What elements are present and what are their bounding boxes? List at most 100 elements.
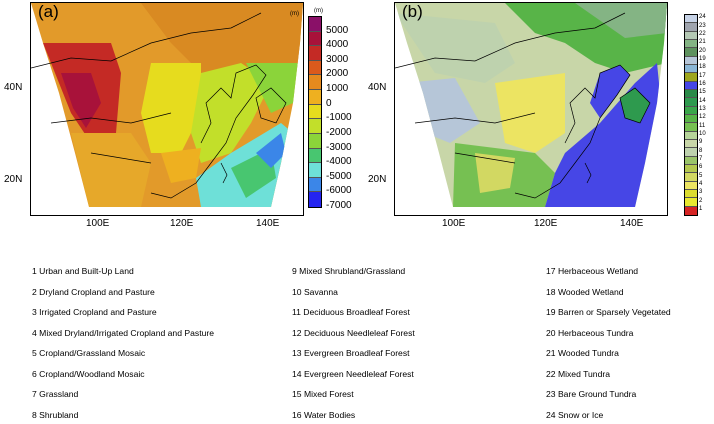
colorbar-segment bbox=[309, 119, 321, 134]
colorbar-tick-label: 17 bbox=[699, 72, 706, 79]
terrain-map-a: (m) bbox=[31, 3, 303, 207]
colorbar-a bbox=[308, 16, 322, 208]
landuse-legend-item: 6 Cropland/Woodland Mosaic bbox=[32, 368, 145, 379]
colorbar-tick-label: 3 bbox=[699, 189, 703, 196]
svg-text:(m): (m) bbox=[290, 11, 299, 17]
panel-label-a: (a) bbox=[38, 2, 59, 21]
colorbar-tick-label: 15 bbox=[699, 89, 706, 96]
landuse-legend-item: 16 Water Bodies bbox=[292, 409, 356, 420]
colorbar-segment bbox=[685, 156, 697, 165]
colorbar-tick-label: -3000 bbox=[326, 141, 352, 153]
y-tick-20n-b: 20N bbox=[368, 174, 387, 185]
colorbar-tick-label: 1 bbox=[699, 205, 703, 212]
colorbar-tick-label: 21 bbox=[699, 39, 706, 46]
landuse-legend-item: 9 Mixed Shrubland/Grassland bbox=[292, 266, 406, 276]
colorbar-tick-label: -7000 bbox=[326, 200, 352, 211]
colorbar-tick-label: 6 bbox=[699, 164, 703, 171]
arid-fill bbox=[395, 13, 515, 83]
colorbar-segment bbox=[685, 81, 697, 90]
colorbar-tick-label: 8 bbox=[699, 147, 703, 154]
colorbar-segment bbox=[685, 165, 697, 174]
colorbar-unit-a: (m) bbox=[314, 8, 323, 14]
colorbar-segment bbox=[685, 73, 697, 82]
landuse-legend-item: 4 Mixed Dryland/Irrigated Cropland and P… bbox=[32, 327, 214, 338]
colorbar-tick-label: 1000 bbox=[326, 83, 349, 95]
landuse-legend-item: 17 Herbaceous Wetland bbox=[546, 266, 639, 276]
colorbar-segment bbox=[309, 133, 321, 149]
colorbar-tick-label: -6000 bbox=[326, 185, 352, 197]
panel-a-terrain-map: (m) (a) 40N 20N 100E 120E 140E (m) 5000 4… bbox=[0, 0, 352, 258]
south-terrain bbox=[71, 133, 151, 207]
landuse-legend-item: 10 Savanna bbox=[292, 286, 338, 297]
colorbar-segment bbox=[309, 75, 321, 91]
landuse-legend-item: 5 Cropland/Grassland Mosaic bbox=[32, 348, 146, 358]
colorbar-tick-label: 24 bbox=[699, 14, 706, 21]
colorbar-segment bbox=[309, 192, 321, 207]
colorbar-segment bbox=[685, 65, 697, 74]
colorbar-tick-label: 16 bbox=[699, 80, 706, 87]
colorbar-segment bbox=[685, 23, 697, 32]
colorbar-segment bbox=[685, 148, 697, 157]
x-tick-100e-b: 100E bbox=[442, 218, 466, 229]
colorbar-tick-label: 3000 bbox=[326, 53, 349, 65]
colorbar-segment bbox=[309, 46, 321, 61]
colorbar-tick-label: 18 bbox=[699, 64, 706, 71]
colorbar-segment bbox=[685, 90, 697, 99]
x-tick-140e-b: 140E bbox=[620, 218, 644, 229]
landuse-legend-item: 23 Bare Ground Tundra bbox=[546, 389, 637, 399]
coastlines-a bbox=[31, 12, 287, 199]
colorbar-tick-label: -2000 bbox=[326, 126, 352, 138]
south-cropland bbox=[475, 153, 515, 193]
colorbar-segment bbox=[685, 31, 697, 40]
landuse-legend-item: 1 Urban and Built-Up Land bbox=[32, 266, 134, 276]
landuse-legend-item: 8 Shrubland bbox=[32, 409, 79, 420]
landuse-legend-item: 22 Mixed Tundra bbox=[546, 368, 611, 379]
colorbar-tick-label: 19 bbox=[699, 55, 706, 62]
colorbar-segment bbox=[309, 90, 321, 105]
yellow-sea-fill bbox=[590, 65, 630, 118]
colorbar-labels-b: 24 23 22 21 20 19 18 17 16 15 14 13 12 11 10 9 8 7 6 5 4 3 2 1 bbox=[699, 14, 714, 214]
colorbar-segment bbox=[685, 131, 697, 140]
colorbar-segment bbox=[309, 104, 321, 120]
colorbar-tick-label: 11 bbox=[699, 122, 706, 129]
colorbar-tick-label: 12 bbox=[699, 114, 706, 121]
colorbar-tick-label: 5 bbox=[699, 172, 703, 179]
colorbar-tick-label: -5000 bbox=[326, 170, 352, 182]
map-frame-a: (m) bbox=[30, 2, 304, 216]
colorbar-segment bbox=[685, 140, 697, 149]
colorbar-segment bbox=[685, 48, 697, 57]
colorbar-labels-a: 5000 4000 3000 2000 1000 0 -1000 -2000 -3000 -400… bbox=[326, 16, 356, 211]
colorbar-segment bbox=[685, 181, 697, 190]
colorbar-segment bbox=[309, 17, 321, 32]
landuse-legend-item: 3 Irrigated Cropland and Pasture bbox=[32, 307, 157, 317]
colorbar-segment bbox=[309, 163, 321, 178]
colorbar-segment bbox=[309, 148, 321, 164]
colorbar-segment bbox=[309, 177, 321, 193]
southeast-land bbox=[161, 148, 201, 183]
y-tick-20n-a: 20N bbox=[4, 174, 23, 185]
landuse-legend-item: 11 Deciduous Broadleaf Forest bbox=[292, 307, 410, 317]
colorbar-tick-label: 20 bbox=[699, 47, 706, 54]
japan-land bbox=[620, 88, 650, 123]
colorbar-tick-label: 0 bbox=[326, 97, 332, 109]
colorbar-tick-label: 5000 bbox=[326, 24, 349, 36]
landuse-legend-item: 13 Evergreen Broadleaf Forest bbox=[292, 348, 410, 358]
colorbar-tick-label: 4000 bbox=[326, 39, 349, 51]
landuse-legend-item: 12 Deciduous Needleleaf Forest bbox=[292, 327, 415, 338]
y-tick-40n-b: 40N bbox=[368, 82, 387, 93]
colorbar-tick-label: 2 bbox=[699, 197, 703, 204]
colorbar-segment bbox=[685, 190, 697, 199]
colorbar-segment bbox=[685, 198, 697, 207]
landuse-legend-item: 15 Mixed Forest bbox=[292, 389, 354, 399]
x-tick-120e-b: 120E bbox=[534, 218, 558, 229]
coastlines-b bbox=[395, 12, 651, 199]
map-frame-b bbox=[394, 2, 668, 216]
colorbar-tick-label: -4000 bbox=[326, 156, 352, 168]
colorbar-segment bbox=[685, 56, 697, 65]
colorbar-b bbox=[684, 14, 698, 216]
landuse-legend-item: 24 Snow or Ice bbox=[546, 409, 604, 420]
colorbar-tick-label: 22 bbox=[699, 30, 706, 37]
colorbar-segment bbox=[309, 60, 321, 76]
x-tick-100e-a: 100E bbox=[86, 218, 110, 229]
japan-sea-fill bbox=[246, 63, 303, 113]
